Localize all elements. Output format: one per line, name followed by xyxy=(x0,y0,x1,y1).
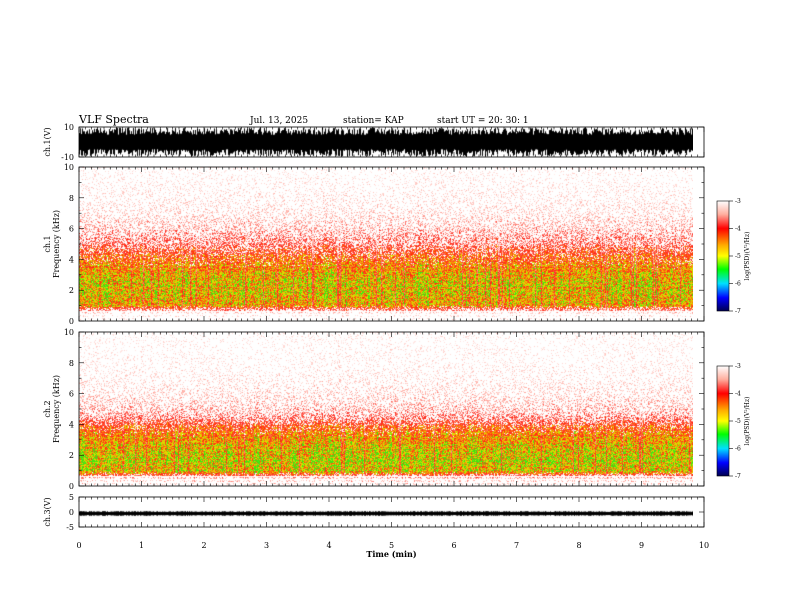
x-tick-label: 6 xyxy=(451,541,456,550)
ch1-waveform-ytick-label: -10 xyxy=(61,153,74,162)
header-station: station= KAP xyxy=(343,116,404,126)
ch2-spectrogram-ytick-label: 0 xyxy=(69,482,74,491)
figure-title: VLF Spectra xyxy=(78,113,149,126)
ch3-waveform-ytick-label: 5 xyxy=(69,493,74,502)
ch1-spectrogram-ylabel-freq: Frequency (kHz) xyxy=(52,210,61,278)
ch2-colorbar-tick: -7 xyxy=(735,473,741,480)
x-tick-label: 4 xyxy=(326,541,331,550)
header-start-time: start UT = 20: 30: 1 xyxy=(437,116,529,126)
ch1-colorbar-tick: -6 xyxy=(735,281,741,288)
ch1-colorbar-tick: -4 xyxy=(735,226,741,233)
x-tick-label: 0 xyxy=(76,541,81,550)
ch3-waveform-ylabel: ch.3(V) xyxy=(43,497,52,526)
ch1-spectrogram-ytick-label: 6 xyxy=(69,225,74,234)
ch2-colorbar-tick: -4 xyxy=(735,391,741,398)
x-tick-label: 1 xyxy=(139,541,144,550)
x-tick-label: 10 xyxy=(699,541,709,550)
ch3-waveform-ytick-label: -5 xyxy=(66,523,74,532)
x-tick-label: 2 xyxy=(201,541,206,550)
ch3-waveform-ytick-label: 0 xyxy=(69,508,74,517)
ch2-colorbar xyxy=(716,365,730,477)
ch2-colorbar-tick: -3 xyxy=(735,363,741,370)
x-tick-label: 8 xyxy=(576,541,581,550)
ch2-colorbar-tick: -6 xyxy=(735,446,741,453)
ch1-colorbar-tick: -5 xyxy=(735,253,741,260)
ch1-spectrogram-ylabel-channel: ch.1 xyxy=(43,235,52,252)
ch1-spectrogram-ytick-label: 2 xyxy=(69,286,74,295)
ch1-waveform-ylabel: ch.1(V) xyxy=(43,127,52,156)
ch1-colorbar-tick: -3 xyxy=(735,198,741,205)
x-tick-label: 9 xyxy=(639,541,644,550)
x-axis-label: Time (min) xyxy=(366,549,416,559)
ch1-waveform-trace xyxy=(79,127,693,157)
ch1-spectrogram-ytick-label: 4 xyxy=(69,255,74,264)
ch1-colorbar xyxy=(716,200,730,312)
ch1-spectrogram-ytick-label: 8 xyxy=(69,194,74,203)
ch1-waveform-ytick-label: 10 xyxy=(64,123,74,132)
ch1-colorbar-tick: -7 xyxy=(735,308,741,315)
ch2-colorbar-tick: -5 xyxy=(735,418,741,425)
ch2-spectrogram-ytick-label: 6 xyxy=(69,390,74,399)
ch1-colorbar-label: log(PSD)(V²/Hz) xyxy=(744,232,751,281)
ch2-spectrogram-ytick-label: 2 xyxy=(69,451,74,460)
ch2-spectrogram-ylabel-channel: ch.2 xyxy=(43,400,52,417)
ch2-spectrogram-ylabel-freq: Frequency (kHz) xyxy=(52,375,61,443)
ch2-spectrogram-ytick-label: 8 xyxy=(69,359,74,368)
ch1-spectrogram-image xyxy=(79,167,693,321)
x-tick-label: 5 xyxy=(389,541,394,550)
ch2-colorbar-label: log(PSD)(V²/Hz) xyxy=(744,397,751,446)
ch1-spectrogram-ytick-label: 10 xyxy=(64,163,74,172)
ch1-spectrogram-ytick-label: 0 xyxy=(69,317,74,326)
header-date: Jul. 13, 2025 xyxy=(249,116,308,126)
ch2-spectrogram-image xyxy=(79,332,693,486)
x-tick-label: 7 xyxy=(514,541,519,550)
x-tick-label: 3 xyxy=(264,541,269,550)
ch2-spectrogram-ytick-label: 4 xyxy=(69,420,74,429)
ch2-spectrogram-ytick-label: 10 xyxy=(64,328,74,337)
ch3-waveform-trace xyxy=(79,497,693,527)
